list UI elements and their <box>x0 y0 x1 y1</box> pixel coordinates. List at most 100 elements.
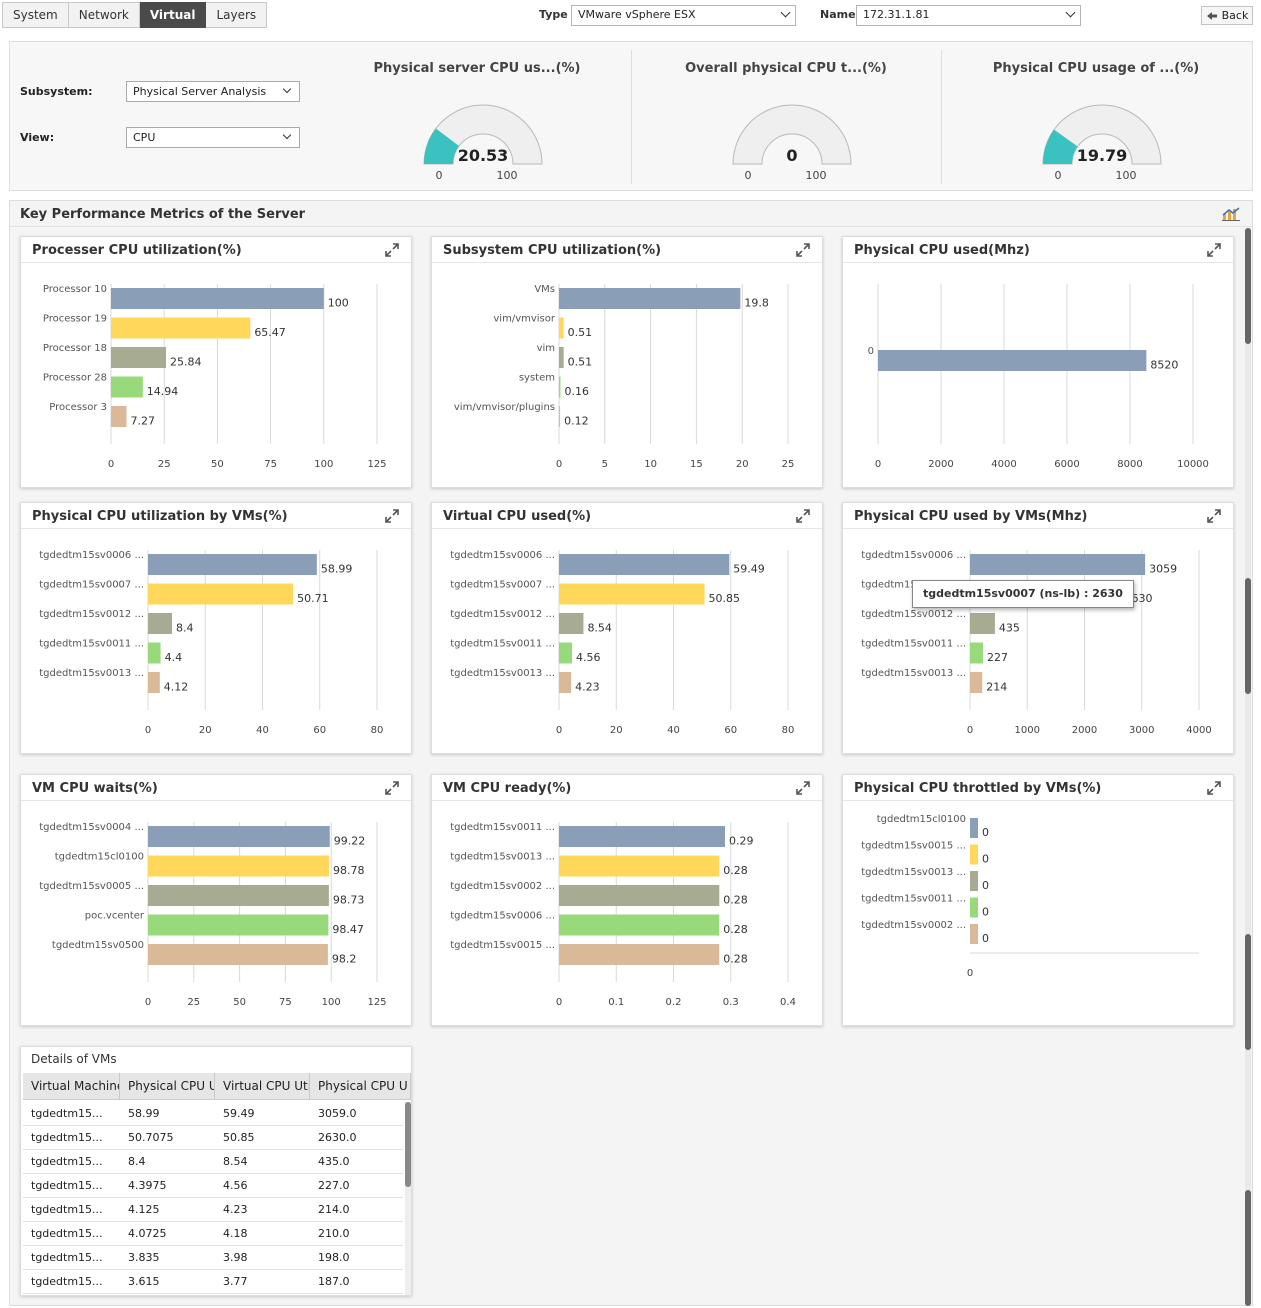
table-row[interactable]: tgdedtm15... 50.7075 50.85 2630.0 <box>23 1126 403 1150</box>
data-label: 98.47 <box>332 923 364 936</box>
category-label: tgdedtm15sv0012 ... <box>861 609 966 620</box>
chart-title: Physical CPU used(Mhz) <box>854 243 1030 258</box>
table-row[interactable]: tgdedtm15... 3.835 3.98 198.0 <box>23 1246 403 1270</box>
data-label: 8520 <box>1150 359 1178 372</box>
table-row[interactable]: tgdedtm15... 4.3975 4.56 227.0 <box>23 1174 403 1198</box>
data-label: 0 <box>982 826 989 839</box>
gauge-dial: 19.79 0 100 <box>1042 104 1162 182</box>
data-label: 50.85 <box>709 592 741 605</box>
tab-virtual[interactable]: Virtual <box>139 2 207 28</box>
table-cell: 50.85 <box>223 1131 255 1144</box>
summary-panel: Subsystem: Physical Server Analysis View… <box>9 41 1253 191</box>
bar <box>878 350 1147 371</box>
column-header[interactable]: Physical CPU U <box>310 1073 411 1100</box>
x-tick-label: 15 <box>690 459 703 470</box>
expand-icon[interactable] <box>796 243 810 257</box>
x-tick-label: 0.1 <box>608 997 624 1008</box>
table-row[interactable]: tgdedtm15... 4.125 4.23 214.0 <box>23 1198 403 1222</box>
table-row[interactable]: tgdedtm15... 3.615 3.77 187.0 <box>23 1270 403 1294</box>
table-cell: 4.3975 <box>128 1179 167 1192</box>
bar <box>559 914 720 936</box>
category-label: Processor 18 <box>43 343 107 354</box>
data-label: 98.73 <box>333 894 365 907</box>
bar <box>148 885 329 906</box>
chart-title: Virtual CPU used(%) <box>443 509 592 524</box>
category-label: tgdedtm15sv0006 ... <box>39 550 144 561</box>
card-header <box>432 237 822 263</box>
chart-card: Physical CPU used by VMs(Mhz) 0 1000 2000 30… <box>842 502 1234 754</box>
bar <box>559 376 561 398</box>
bar <box>559 288 741 309</box>
back-button[interactable]: Back <box>1201 6 1253 25</box>
bar <box>111 347 166 368</box>
type-select-value: VMware vSphere ESX <box>578 8 696 21</box>
chevron-down-icon <box>282 84 292 94</box>
view-select[interactable]: CPU <box>126 127 300 148</box>
expand-icon[interactable] <box>385 781 399 795</box>
data-label: 4.23 <box>575 681 600 694</box>
column-header[interactable]: Physical CPU U <box>120 1073 215 1100</box>
bar <box>559 583 705 605</box>
type-select[interactable]: VMware vSphere ESX <box>571 5 796 26</box>
chart-card: Virtual CPU used(%) 0 20 40 60 80 tgdedtm15sv0… <box>431 502 823 754</box>
subsystem-label: Subsystem: <box>20 85 93 98</box>
gauge-value: 20.53 <box>458 146 509 165</box>
category-label: VMs <box>534 284 555 295</box>
column-header[interactable]: Virtual Machine <box>23 1073 120 1100</box>
data-label: 0 <box>982 853 989 866</box>
chart-tooltip: tgdedtm15sv0007 (ns-lb) : 2630 <box>912 580 1134 608</box>
chart-title: Physical CPU throttled by VMs(%) <box>854 781 1102 796</box>
gauge-max-label: 100 <box>806 169 827 182</box>
table-row[interactable]: tgdedtm15... 4.0725 4.18 210.0 <box>23 1222 403 1246</box>
table-cell: tgdedtm15... <box>31 1155 103 1168</box>
tab-layers[interactable]: Layers <box>206 2 268 28</box>
category-label: tgdedtm15sv0013 ... <box>450 852 555 863</box>
tab-network[interactable]: Network <box>68 2 140 28</box>
card-header <box>21 503 411 529</box>
table-cell: 435.0 <box>318 1155 350 1168</box>
bar <box>559 406 561 427</box>
data-label: 58.99 <box>321 563 353 576</box>
table-cell: 214.0 <box>318 1203 350 1216</box>
kpi-panel-header: Key Performance Metrics of the Server <box>10 201 1252 227</box>
expand-icon[interactable] <box>385 243 399 257</box>
name-select[interactable]: 172.31.1.81 <box>856 5 1081 26</box>
expand-icon[interactable] <box>1207 781 1221 795</box>
data-label: 50.71 <box>297 592 329 605</box>
expand-icon[interactable] <box>1207 509 1221 523</box>
view-select-value: CPU <box>133 131 156 144</box>
table-cell: 50.7075 <box>128 1131 174 1144</box>
x-tick-label: 10000 <box>1177 459 1209 470</box>
gauge-physical-server-cpu: Physical server CPU us...(%) 20.53 0 100 <box>323 42 631 192</box>
x-tick-label: 40 <box>667 725 680 736</box>
gauge-dial: 20.53 0 100 <box>423 104 543 182</box>
gauge-fill <box>1043 129 1078 164</box>
page-scrollbar[interactable] <box>1245 228 1251 1306</box>
expand-icon[interactable] <box>796 509 810 523</box>
category-label: vim/vmvisor <box>493 314 555 325</box>
chart-card: VM CPU waits(%) 0 25 50 75 100 125 tgdedtm15sv0… <box>20 774 412 1026</box>
bar <box>111 288 324 309</box>
expand-icon[interactable] <box>796 781 810 795</box>
category-label: Processor 10 <box>43 284 107 295</box>
table-body: tgdedtm15... 58.99 59.49 3059.0 tgdedtm15...… <box>23 1102 403 1294</box>
table-scrollbar[interactable] <box>405 1102 411 1295</box>
chart-icon[interactable] <box>1222 207 1240 221</box>
table-row[interactable]: tgdedtm15... 58.99 59.49 3059.0 <box>23 1102 403 1126</box>
x-tick-label: 0 <box>145 997 151 1008</box>
expand-icon[interactable] <box>385 509 399 523</box>
column-header[interactable]: Virtual CPU Uti <box>215 1073 310 1100</box>
subsystem-select[interactable]: Physical Server Analysis <box>126 81 300 102</box>
tab-system[interactable]: System <box>2 2 69 28</box>
data-label: 0.29 <box>729 835 754 848</box>
expand-icon[interactable] <box>1207 243 1221 257</box>
x-tick-label: 2000 <box>1072 725 1097 736</box>
card-header <box>432 775 822 801</box>
type-label: Type <box>539 8 568 21</box>
name-select-value: 172.31.1.81 <box>863 8 930 21</box>
category-label: tgdedtm15sv0011 ... <box>450 822 555 833</box>
bar <box>559 855 720 877</box>
table-row[interactable]: tgdedtm15... 8.4 8.54 435.0 <box>23 1150 403 1174</box>
name-label: Name <box>820 8 856 21</box>
data-label: 0.51 <box>568 326 593 339</box>
